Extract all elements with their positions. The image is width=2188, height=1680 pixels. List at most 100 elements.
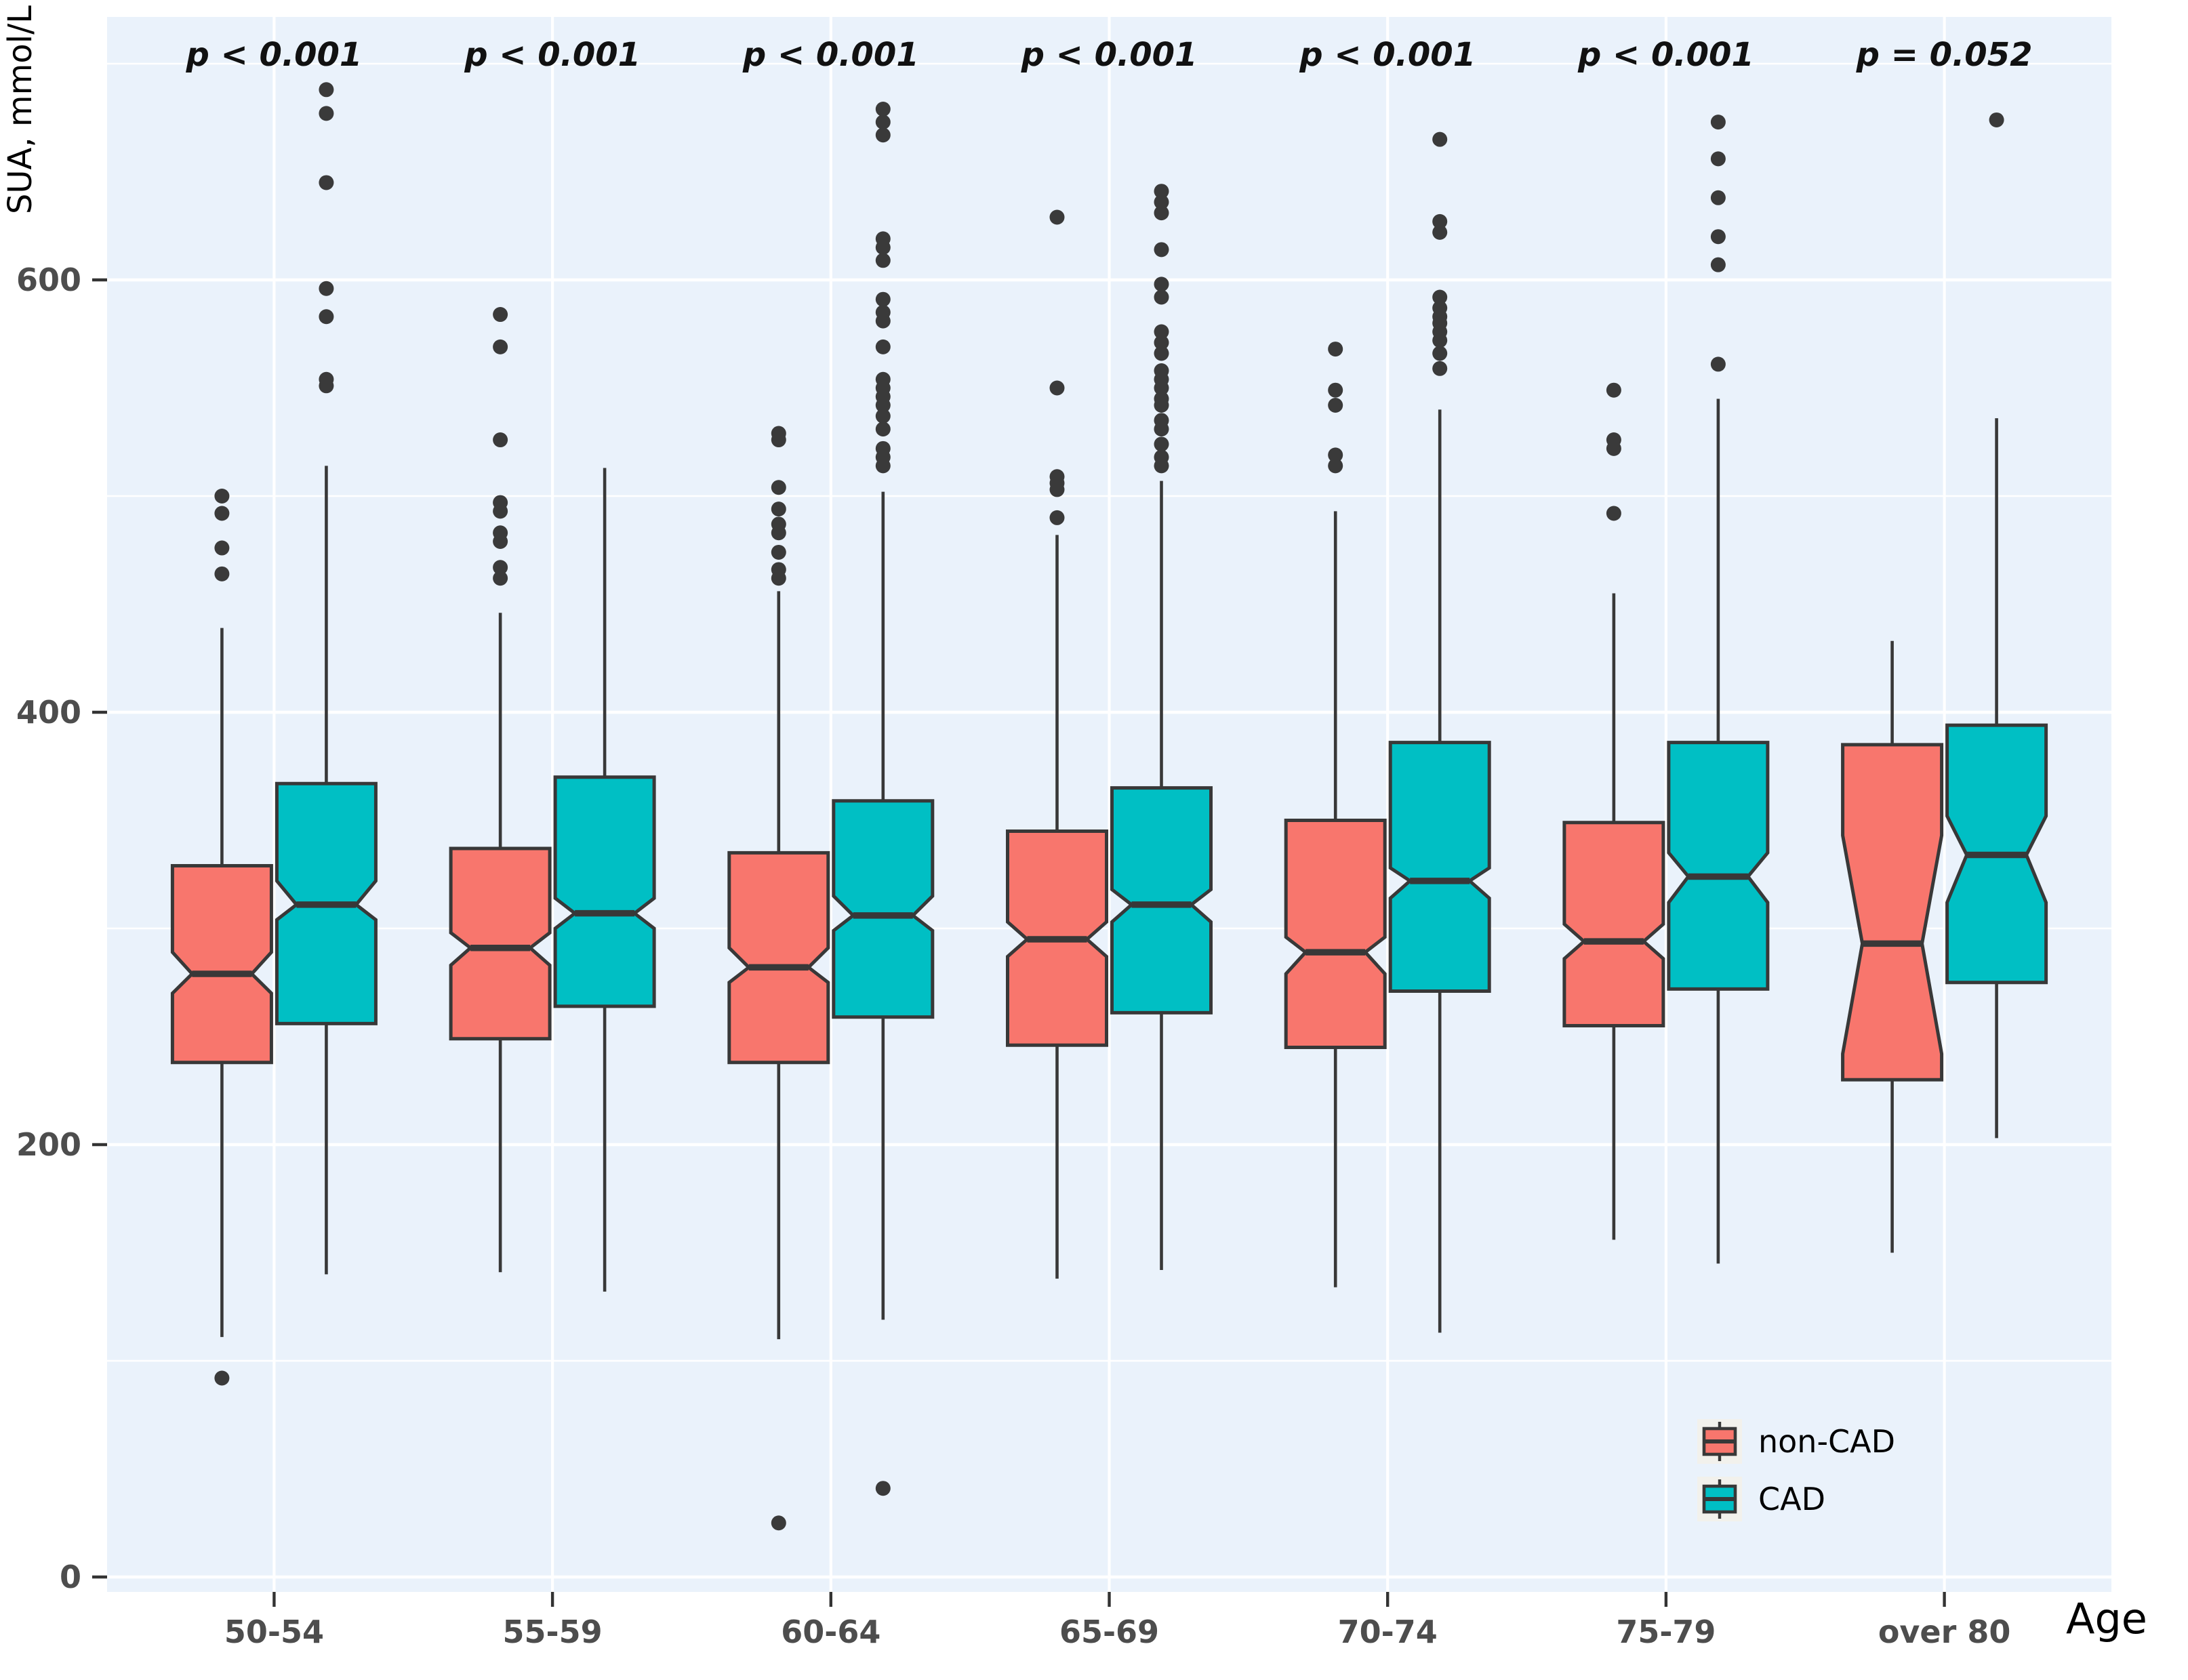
- legend: non-CAD CAD: [1697, 1419, 1895, 1521]
- outlier-dot-CAD-75-79: [1710, 151, 1726, 167]
- outlier-dot-non-CAD-60-64: [771, 525, 786, 541]
- outlier-dot-non-CAD-50-54: [214, 540, 230, 556]
- outlier-dot-non-CAD-65-69: [1049, 209, 1065, 225]
- outlier-dot-CAD-65-69: [1154, 398, 1169, 413]
- outlier-dot-non-CAD-60-64: [771, 571, 786, 586]
- outlier-dot-CAD-70-74: [1432, 213, 1448, 229]
- outlier-dot-CAD-75-79: [1710, 356, 1726, 372]
- outlier-dot-non-CAD-55-59: [493, 533, 508, 549]
- outlier-dot-CAD-60-64: [875, 313, 891, 329]
- outlier-dot-CAD-60-64: [875, 115, 891, 130]
- outlier-dot-CAD-65-69: [1154, 422, 1169, 437]
- outlier-dot-non-CAD-55-59: [493, 504, 508, 519]
- outlier-dot-CAD-75-79: [1710, 190, 1726, 205]
- notched-box-non-CAD-70-74: [1284, 819, 1387, 1049]
- outlier-dot-non-CAD-60-64: [771, 480, 786, 495]
- outlier-dot-non-CAD-55-59: [493, 339, 508, 354]
- x-tick-label-75-79: 75-79: [1616, 1614, 1716, 1650]
- notched-box-CAD-75-79: [1667, 741, 1770, 991]
- p-value-label-50-54: p < 0.001: [186, 36, 363, 74]
- outlier-dot-CAD-50-54: [319, 309, 334, 325]
- notched-box-CAD-70-74: [1388, 741, 1491, 993]
- notched-box-non-CAD-60-64: [727, 851, 830, 1065]
- outlier-dot-CAD-60-64: [875, 458, 891, 474]
- outlier-dot-non-CAD-55-59: [493, 432, 508, 448]
- outlier-dot-CAD-60-64: [875, 127, 891, 143]
- outlier-dot-CAD-65-69: [1154, 324, 1169, 340]
- outlier-dot-CAD-60-64: [875, 240, 891, 255]
- outlier-dot-CAD-50-54: [319, 378, 334, 394]
- notched-box-CAD-65-69: [1110, 786, 1213, 1015]
- notched-box-non-CAD-75-79: [1562, 821, 1665, 1028]
- outlier-dot-CAD-60-64: [875, 101, 891, 117]
- outlier-dot-CAD-50-54: [319, 281, 334, 296]
- outlier-dot-CAD-65-69: [1154, 346, 1169, 361]
- outlier-dot-CAD-50-54: [319, 106, 334, 121]
- outlier-dot-non-CAD-75-79: [1606, 506, 1621, 521]
- p-value-label-70-74: p < 0.001: [1299, 36, 1476, 74]
- p-value-label-75-79: p < 0.001: [1577, 36, 1754, 74]
- outlier-dot-non-CAD-55-59: [493, 560, 508, 575]
- outlier-dot-non-CAD-55-59: [493, 571, 508, 586]
- gridlines: [107, 17, 2111, 1592]
- outlier-dot-CAD-65-69: [1154, 205, 1169, 221]
- x-tick-label-over 80: over 80: [1878, 1614, 2011, 1650]
- notched-box-non-CAD-over 80: [1841, 743, 1944, 1082]
- x-tick-label-70-74: 70-74: [1338, 1614, 1438, 1650]
- x-tick-label-50-54: 50-54: [224, 1614, 324, 1650]
- outlier-dot-non-CAD-70-74: [1328, 447, 1343, 463]
- outlier-dot-non-CAD-50-54: [214, 1370, 230, 1386]
- notched-box-non-CAD-55-59: [449, 846, 552, 1041]
- outlier-dot-CAD-70-74: [1432, 224, 1448, 240]
- outlier-dots: [214, 82, 2004, 1531]
- outlier-dot-CAD-65-69: [1154, 335, 1169, 350]
- x-axis-title: Age: [2066, 1594, 2147, 1643]
- outlier-dot-non-CAD-70-74: [1328, 382, 1343, 398]
- notched-box-non-CAD-50-54: [170, 863, 273, 1065]
- outlier-dot-CAD-over 80: [1989, 112, 2004, 127]
- x-tick-label-65-69: 65-69: [1059, 1614, 1159, 1650]
- outlier-dot-non-CAD-50-54: [214, 489, 230, 504]
- outlier-dot-CAD-60-64: [875, 253, 891, 268]
- outlier-dot-non-CAD-75-79: [1606, 382, 1621, 398]
- outlier-dot-CAD-60-64: [875, 408, 891, 424]
- outlier-dot-CAD-60-64: [875, 422, 891, 437]
- outlier-dot-non-CAD-60-64: [771, 501, 786, 517]
- outlier-dot-non-CAD-65-69: [1049, 482, 1065, 497]
- outlier-dot-non-CAD-50-54: [214, 566, 230, 581]
- y-axis-title: SUA, mmol/L: [1, 5, 39, 214]
- y-tick-label: 200: [16, 1126, 81, 1163]
- outlier-dot-non-CAD-60-64: [771, 432, 786, 448]
- outlier-dot-CAD-65-69: [1154, 289, 1169, 305]
- outlier-dot-CAD-60-64: [875, 291, 891, 307]
- outlier-dot-CAD-75-79: [1710, 257, 1726, 272]
- outlier-dot-CAD-60-64: [875, 339, 891, 354]
- outlier-dot-CAD-65-69: [1154, 458, 1169, 474]
- outlier-dot-CAD-65-69: [1154, 276, 1169, 292]
- p-value-label-over 80: p = 0.052: [1856, 36, 2033, 74]
- outlier-dot-non-CAD-55-59: [493, 307, 508, 323]
- outlier-dot-CAD-60-64: [875, 398, 891, 413]
- legend-label-CAD: CAD: [1758, 1481, 1825, 1517]
- boxplots: [170, 398, 2048, 1340]
- outlier-dot-CAD-70-74: [1432, 346, 1448, 361]
- x-tick-label-60-64: 60-64: [781, 1614, 880, 1650]
- outlier-dot-CAD-65-69: [1154, 242, 1169, 258]
- axes: 0 200 400 600 50-54 55-59 60-64 65-69 70-74 75-79…: [16, 262, 2010, 1650]
- x-tick-label-55-59: 55-59: [503, 1614, 603, 1650]
- outlier-dot-non-CAD-70-74: [1328, 458, 1343, 474]
- outlier-dot-non-CAD-75-79: [1606, 441, 1621, 456]
- outlier-dot-non-CAD-70-74: [1328, 398, 1343, 413]
- outlier-dot-CAD-50-54: [319, 82, 334, 98]
- outlier-dot-CAD-65-69: [1154, 184, 1169, 199]
- legend-label-non-CAD: non-CAD: [1758, 1423, 1895, 1460]
- outlier-dot-CAD-75-79: [1710, 229, 1726, 245]
- outlier-dot-CAD-75-79: [1710, 115, 1726, 130]
- outlier-dot-non-CAD-65-69: [1049, 380, 1065, 396]
- p-value-labels: p < 0.001 p < 0.001 p < 0.001 p < 0.001 p < …: [186, 36, 2033, 74]
- outlier-dot-non-CAD-50-54: [214, 506, 230, 521]
- p-value-label-60-64: p < 0.001: [742, 36, 919, 74]
- outlier-dot-CAD-65-69: [1154, 436, 1169, 452]
